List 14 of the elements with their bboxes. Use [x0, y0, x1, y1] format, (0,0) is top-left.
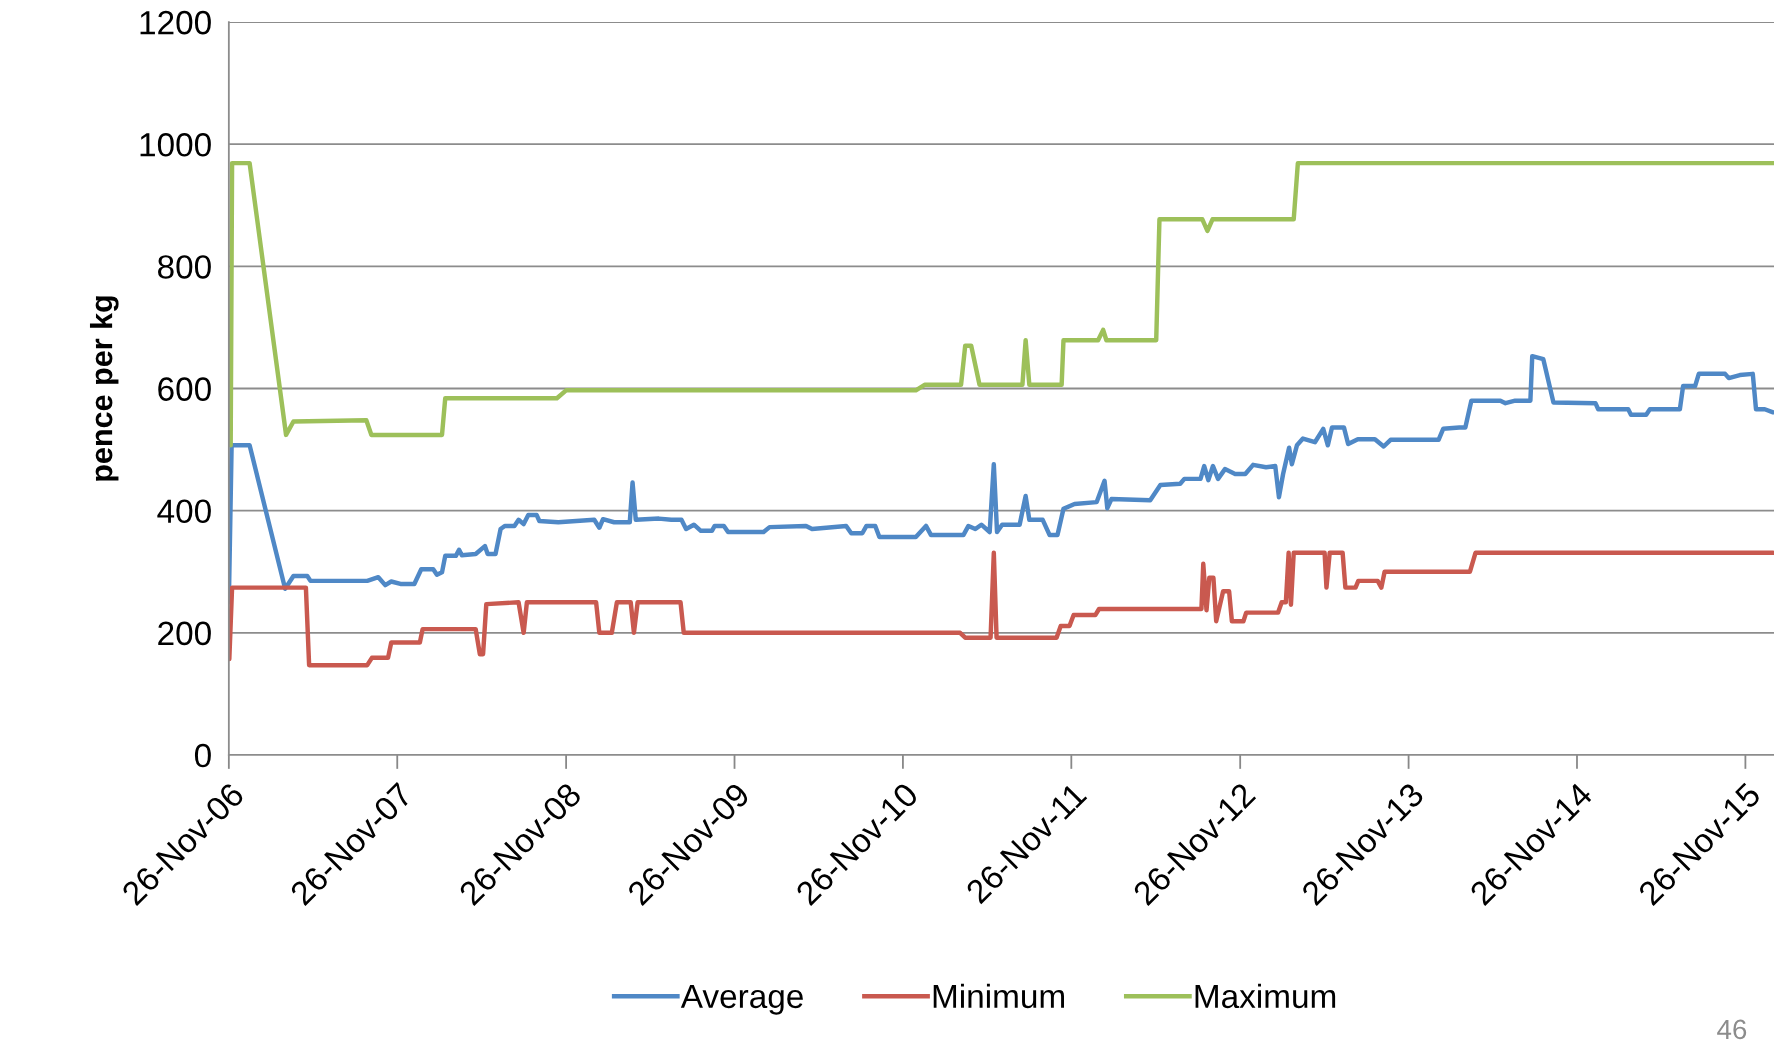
- y-tick-label: 600: [158, 377, 211, 401]
- legend-label: Average: [680, 984, 803, 1015]
- legend-label: Minimum: [933, 983, 1064, 1009]
- y-tick-label: 400: [157, 499, 211, 524]
- line-series: [228, 550, 1774, 668]
- text: 46: [1717, 1019, 1747, 1040]
- line-series: [228, 160, 1774, 448]
- y-tick-label: 0: [194, 743, 211, 768]
- y-tick-label: 1200: [140, 10, 211, 35]
- y-tick-label: 800: [158, 255, 211, 279]
- y-tick-label: 200: [158, 621, 211, 646]
- y-tick-label: 1000: [140, 133, 211, 157]
- legend-label: Maximum: [1195, 983, 1336, 1009]
- y-axis-title: pence per kg: [89, 296, 119, 481]
